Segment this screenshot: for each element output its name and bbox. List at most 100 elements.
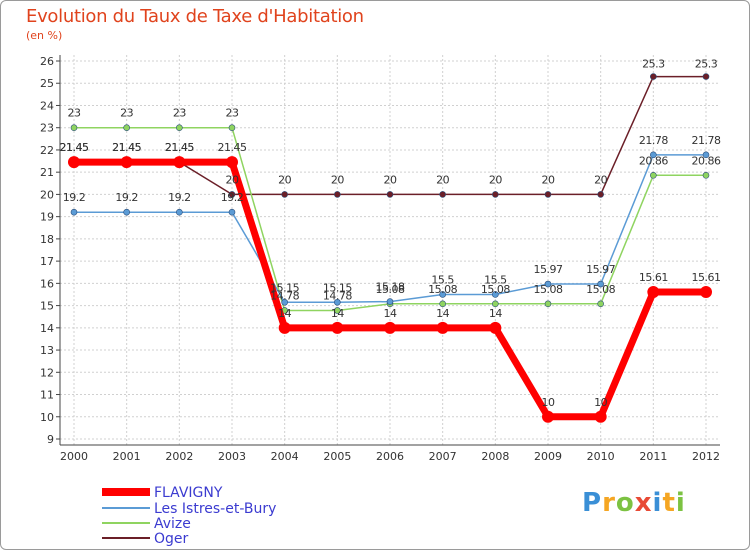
data-label: 15.97 [534,263,563,276]
y-tick-label: 18 [40,233,54,246]
x-tick-label: 2012 [692,450,720,463]
data-point [70,124,78,132]
data-point [650,73,657,80]
data-label: 19.2 [168,191,191,204]
data-label: 21.45 [112,141,141,154]
y-tick-label: 22 [40,144,54,157]
data-label: 20 [226,173,239,186]
data-label: 15.08 [376,283,405,296]
data-label: 21.78 [692,134,721,147]
data-point [123,124,130,132]
data-label: 15.18 [376,281,405,294]
data-point [436,321,449,334]
x-tick-label: 2011 [639,450,667,463]
data-label: 20 [436,173,449,186]
data-point [650,171,657,179]
data-point [123,208,130,216]
x-tick-label: 2001 [113,450,141,463]
data-label: 20 [594,173,607,186]
data-point [70,208,78,216]
legend-label: Oger [154,531,189,547]
data-label: 19.2 [221,191,244,204]
data-point [544,280,552,288]
x-tick-label: 2003 [218,450,246,463]
data-label: 21.45 [112,141,141,154]
data-label: 15.97 [586,263,615,276]
data-label: 14 [436,307,449,320]
data-point [331,321,344,334]
data-label: 20 [331,173,344,186]
data-label: 15.15 [323,281,352,294]
data-point [173,156,186,169]
data-label: 19.2 [63,191,86,204]
x-tick-label: 2000 [60,450,88,463]
logo-letter: o [615,488,635,518]
data-point [542,410,554,423]
data-point [228,208,236,216]
y-tick-label: 26 [40,55,54,68]
x-tick-label: 2005 [323,450,351,463]
data-point [597,300,604,308]
data-point [68,156,80,169]
chart-title: Evolution du Taux de Taxe d'Habitation [26,6,364,27]
data-label: 10 [542,396,555,409]
data-point [702,151,710,159]
x-tick-label: 2002 [165,450,193,463]
data-label: 20.86 [639,154,668,167]
data-label: 15.15 [270,281,299,294]
data-label: 19.2 [115,191,138,204]
data-point [334,307,341,314]
data-point [492,191,499,198]
x-tick-label: 2004 [271,450,299,463]
data-point [650,151,657,159]
y-tick-label: 12 [40,366,54,379]
y-tick-label: 13 [40,344,54,357]
data-label: 14.78 [323,289,352,302]
data-label: 14 [384,307,397,320]
data-point [281,298,288,306]
legend-label: Avize [154,516,191,532]
data-label: 15.08 [586,283,615,296]
data-label: 15.5 [484,273,507,286]
data-point [334,298,341,306]
data-point [176,208,183,216]
data-point [439,291,446,298]
data-point [226,156,238,169]
data-label: 15.08 [481,283,510,296]
data-label: 15.61 [639,271,668,284]
logo-letter: i [652,488,663,518]
x-tick-label: 2009 [534,450,562,463]
legend-label: FLAVIGNY [154,485,223,501]
y-tick-label: 9 [47,433,54,446]
data-label: 15.08 [428,283,457,296]
data-label: 23 [173,107,186,120]
logo-letter: x [634,488,653,518]
data-point [594,410,607,423]
y-tick-label: 15 [40,300,54,313]
y-tick-label: 14 [40,322,54,335]
data-point [647,286,660,299]
data-label: 14 [331,307,344,320]
data-point [492,300,499,308]
data-point [228,124,236,132]
data-label: 20 [384,173,397,186]
data-label: 14 [489,307,502,320]
data-label: 23 [120,107,133,120]
data-point [386,191,394,198]
data-point [176,124,183,132]
data-label: 21.78 [639,134,668,147]
data-label: 23 [68,107,81,120]
data-label: 20 [489,173,502,186]
logo-letter: t [662,488,676,518]
data-point [439,191,446,198]
logo-letter: r [602,488,616,518]
data-point [597,280,604,288]
data-label: 10 [594,396,607,409]
data-point [439,300,446,308]
logo-letter: i [675,488,686,518]
data-point [386,298,394,305]
data-point [228,191,236,198]
data-label: 14 [278,307,291,320]
y-tick-label: 23 [40,122,54,135]
